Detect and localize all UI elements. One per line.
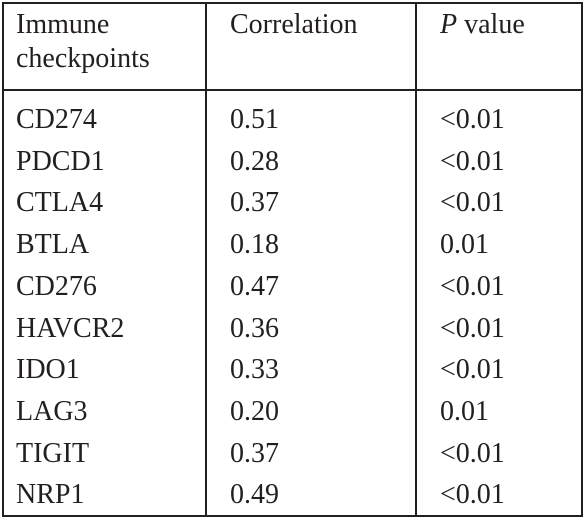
- cell-checkpoint: LAG3: [16, 395, 88, 427]
- cell-p-value: <0.01: [440, 479, 505, 511]
- cell-correlation: 0.49: [230, 479, 279, 511]
- cell-checkpoint: CD274: [16, 104, 97, 135]
- header-checkpoint-line1: Immune: [16, 9, 110, 40]
- cell-p-value: 0.01: [440, 395, 489, 427]
- cell-correlation: 0.37: [230, 437, 279, 469]
- cell-p-value: 0.01: [440, 229, 489, 261]
- cell-p-value: <0.01: [440, 437, 505, 469]
- cell-correlation: 0.36: [230, 312, 279, 344]
- column-divider-2: [415, 4, 417, 515]
- cell-p-value: <0.01: [440, 312, 505, 344]
- cell-p-value: <0.01: [440, 270, 505, 302]
- cell-checkpoint: TIGIT: [16, 437, 90, 469]
- cell-correlation: 0.18: [230, 229, 279, 261]
- cell-p-value: <0.01: [440, 145, 505, 177]
- cell-correlation: 0.51: [230, 104, 279, 135]
- cell-correlation: 0.28: [230, 145, 279, 177]
- header-checkpoint-line2: checkpoints: [16, 43, 150, 74]
- table-header: Immune checkpoints Correlation P value: [4, 4, 581, 91]
- cell-checkpoint: CTLA4: [16, 187, 104, 219]
- cell-checkpoint: BTLA: [16, 229, 90, 261]
- header-correlation: Correlation: [230, 9, 358, 40]
- cell-correlation: 0.37: [230, 187, 279, 219]
- cell-p-value: <0.01: [440, 187, 505, 219]
- header-immune-checkpoints: Immune checkpoints: [16, 8, 150, 76]
- cell-correlation: 0.20: [230, 395, 279, 427]
- cell-checkpoint: IDO1: [16, 354, 80, 386]
- checkpoint-correlation-table: Immune checkpoints Correlation P value C…: [2, 2, 583, 517]
- header-value-label: value: [457, 9, 525, 40]
- cell-correlation: 0.33: [230, 354, 279, 386]
- cell-p-value: <0.01: [440, 104, 505, 135]
- cell-correlation: 0.47: [230, 270, 279, 302]
- cell-checkpoint: NRP1: [16, 479, 85, 511]
- cell-checkpoint: HAVCR2: [16, 312, 125, 344]
- column-divider-1: [205, 4, 207, 515]
- header-p-value: P value: [440, 8, 525, 42]
- cell-checkpoint: PDCD1: [16, 145, 105, 177]
- cell-p-value: <0.01: [440, 354, 505, 386]
- header-p-italic: P: [440, 9, 458, 40]
- cell-checkpoint: CD276: [16, 270, 97, 302]
